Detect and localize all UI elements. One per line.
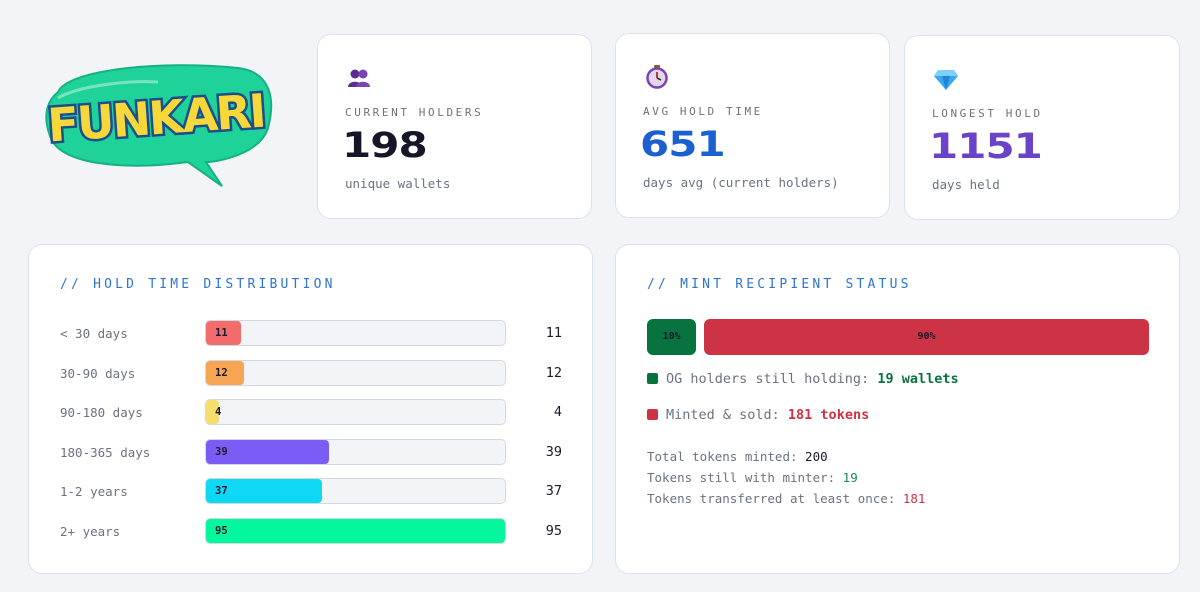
distribution-bar-fill: 37	[206, 479, 323, 504]
mint-recipient-status-title: // MINT RECIPIENT STATUS	[647, 277, 912, 292]
stat-card-current-holders: CURRENT HOLDERS 198 unique wallets	[317, 34, 592, 219]
distribution-row: 1-2 years 37 37	[60, 478, 562, 505]
distribution-bar-fill: 39	[206, 439, 329, 464]
longest-hold-label: LONGEST HOLD	[932, 107, 1043, 120]
still-with-minter-label: Tokens still with minter:	[647, 470, 843, 485]
stat-card-longest-hold: LONGEST HOLD 1151 days held	[904, 35, 1180, 220]
distribution-bar-label: 11	[215, 327, 228, 339]
distribution-row-label: < 30 days	[60, 326, 128, 341]
stat-card-avg-hold-time: AVG HOLD TIME 651 days avg (current hold…	[615, 33, 890, 218]
distribution-bar-fill: 95	[206, 519, 505, 543]
funkari-logo-graphic: FUNKARI	[43, 64, 273, 187]
distribution-bar-fill: 12	[206, 360, 244, 385]
distribution-row-label: 30-90 days	[60, 365, 136, 381]
distribution-row-count: 95	[545, 523, 562, 539]
legend-og-holders: OG holders still holding: 19 wallets	[647, 371, 959, 387]
funkari-logo: FUNKARI	[38, 58, 274, 190]
minted-sold-value: 181 tokens	[787, 407, 870, 423]
distribution-row-label: 180-365 days	[60, 444, 151, 460]
total-minted-row: Total tokens minted: 200	[647, 449, 828, 464]
og-holders-value: 19 wallets	[877, 371, 959, 387]
distribution-bar-fill: 4	[206, 400, 222, 425]
transferred-label: Tokens transferred at least once:	[647, 491, 903, 506]
distribution-row-count: 39	[545, 443, 562, 460]
still-with-minter-value: 19	[842, 470, 858, 485]
distribution-bar-fill: 11	[206, 321, 241, 345]
distribution-bar-label: 4	[215, 406, 222, 419]
distribution-row: 90-180 days 4 4	[60, 399, 562, 426]
total-minted-value: 200	[805, 449, 828, 464]
avg-hold-time-sub: days avg (current holders)	[643, 175, 839, 190]
distribution-row: 30-90 days 12 12	[60, 359, 562, 386]
distribution-row-label: 90-180 days	[60, 405, 143, 421]
distribution-bar-track: 12	[205, 359, 506, 386]
current-holders-value: 198	[342, 125, 428, 166]
distribution-bar-track: 37	[205, 478, 506, 505]
avg-hold-time-label: AVG HOLD TIME	[643, 105, 763, 118]
total-minted-label: Total tokens minted:	[647, 449, 806, 464]
mint-recipient-status-panel: // MINT RECIPIENT STATUS 10% 90% OG holde…	[615, 244, 1180, 574]
longest-hold-sub: days held	[932, 177, 1000, 192]
distribution-bar-track: 4	[205, 399, 506, 426]
mint-bar-segment-label: 90%	[917, 331, 936, 342]
transferred-value: 181	[902, 491, 926, 506]
people-icon	[348, 69, 370, 87]
current-holders-sub: unique wallets	[345, 176, 451, 191]
minted-sold-swatch	[647, 409, 658, 420]
distribution-bar-label: 37	[215, 485, 228, 498]
gem-icon	[934, 70, 958, 90]
hold-time-distribution-title: // HOLD TIME DISTRIBUTION	[60, 277, 336, 292]
legend-minted-sold: Minted & sold: 181 tokens	[647, 407, 869, 423]
og-holders-swatch	[647, 373, 658, 384]
distribution-row-count: 4	[553, 404, 562, 421]
distribution-row: 180-365 days 39 39	[60, 438, 562, 465]
still-with-minter-row: Tokens still with minter: 19	[647, 470, 858, 485]
distribution-row: < 30 days 11 11	[60, 320, 562, 346]
distribution-row-count: 37	[545, 483, 562, 500]
distribution-row-count: 11	[545, 325, 562, 341]
longest-hold-value: 1151	[929, 126, 1043, 167]
distribution-row-label: 2+ years	[60, 524, 121, 539]
stopwatch-icon	[646, 65, 668, 89]
minted-sold-text: Minted & sold:	[666, 407, 788, 423]
mint-split-bar: 10% 90%	[647, 319, 1149, 355]
mint-bar-segment-label: 10%	[662, 331, 681, 342]
distribution-bar-label: 39	[215, 445, 228, 458]
distribution-row-count: 12	[545, 364, 562, 381]
transferred-row: Tokens transferred at least once: 181	[647, 491, 925, 506]
distribution-bar-label: 95	[215, 525, 228, 537]
avg-hold-time-value: 651	[640, 124, 726, 165]
distribution-bar-track: 39	[205, 438, 506, 465]
distribution-row: 2+ years 95 95	[60, 518, 562, 544]
mint-bar-segment: 90%	[704, 319, 1149, 355]
current-holders-label: CURRENT HOLDERS	[345, 106, 484, 119]
distribution-bar-track: 11	[205, 320, 506, 346]
og-holders-text: OG holders still holding:	[666, 371, 878, 387]
mint-bar-segment: 10%	[647, 319, 696, 355]
distribution-bar-label: 12	[215, 366, 228, 379]
distribution-row-label: 1-2 years	[60, 484, 128, 500]
distribution-bar-track: 95	[205, 518, 506, 544]
hold-time-distribution-panel: // HOLD TIME DISTRIBUTION < 30 days 11 11 3…	[28, 244, 593, 574]
